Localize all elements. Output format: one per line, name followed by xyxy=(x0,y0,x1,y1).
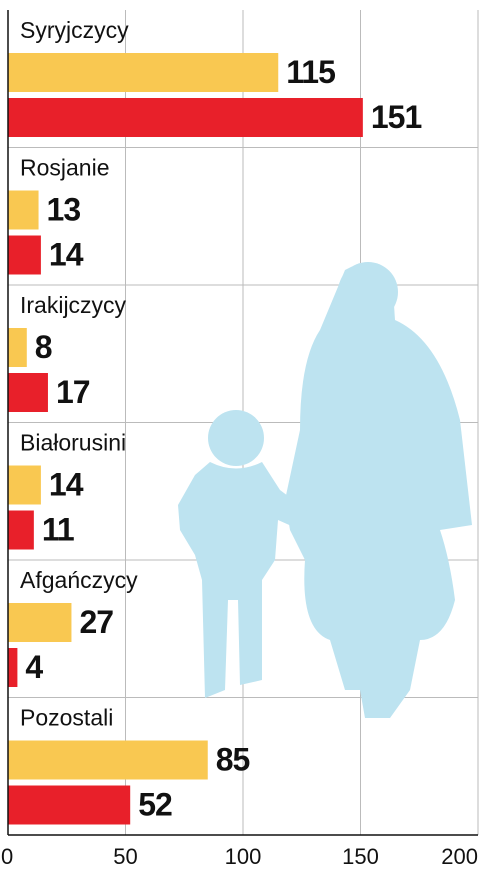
category-label: Afgańczycy xyxy=(20,567,138,593)
bar xyxy=(8,98,363,137)
x-tick-label: 50 xyxy=(113,844,137,869)
bar xyxy=(8,373,48,412)
bar xyxy=(8,466,41,505)
value-label: 8 xyxy=(35,329,52,365)
child-head xyxy=(208,410,264,466)
value-label: 14 xyxy=(49,236,84,272)
category-label: Rosjanie xyxy=(20,155,110,181)
bar xyxy=(8,53,278,92)
value-label: 115 xyxy=(286,54,335,90)
value-label: 27 xyxy=(79,604,113,640)
adult-body xyxy=(285,264,472,718)
value-label: 14 xyxy=(49,466,84,502)
value-label: 11 xyxy=(42,511,74,547)
x-tick-label: 100 xyxy=(225,844,262,869)
value-label: 52 xyxy=(138,786,172,822)
value-label: 151 xyxy=(371,99,422,135)
x-tick-label: 0 xyxy=(1,844,13,869)
category-label: Syryjczycy xyxy=(20,17,129,43)
bar xyxy=(8,191,39,230)
bar xyxy=(8,648,17,687)
bar xyxy=(8,741,208,780)
value-label: 85 xyxy=(216,741,250,777)
bar xyxy=(8,236,41,275)
bar xyxy=(8,511,34,550)
category-label: Irakijczycy xyxy=(20,292,127,318)
bar xyxy=(8,603,71,642)
bar xyxy=(8,328,27,367)
value-label: 4 xyxy=(25,649,43,685)
category-label: Białorusini xyxy=(20,430,126,456)
category-label: Pozostali xyxy=(20,705,113,731)
value-label: 17 xyxy=(56,374,90,410)
value-label: 13 xyxy=(47,191,81,227)
chart: 0 50 100 150 200 Syryjczycy 115 151 Rosjanie 13 14… xyxy=(0,0,482,872)
x-tick-label: 200 xyxy=(441,844,478,869)
bar xyxy=(8,786,130,825)
x-tick-label: 150 xyxy=(342,844,379,869)
silhouette xyxy=(178,262,472,718)
